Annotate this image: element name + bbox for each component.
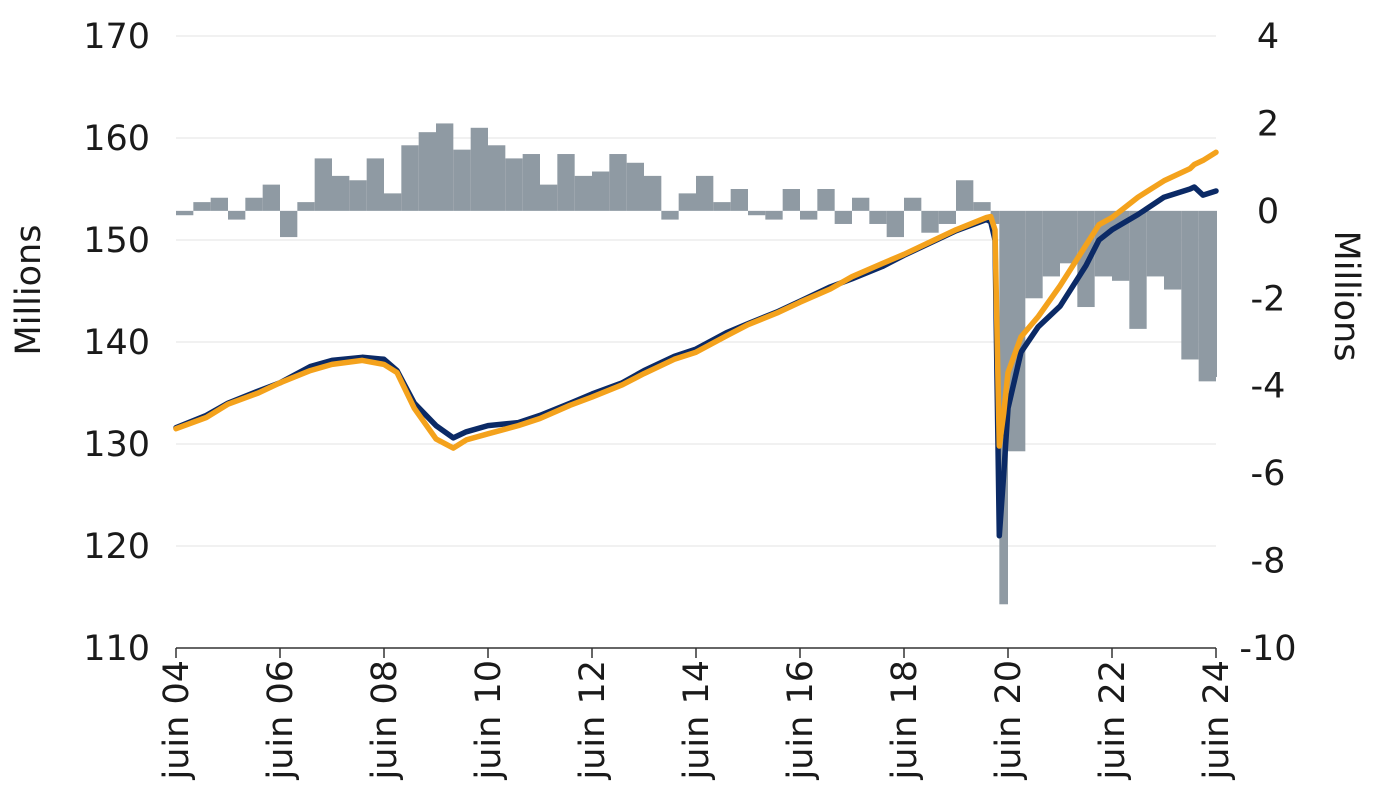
- bar: [973, 202, 991, 211]
- right-tick-label: -8: [1251, 542, 1286, 582]
- bar: [280, 210, 298, 238]
- left-tick-label: 120: [83, 527, 150, 567]
- left-tick-label: 140: [83, 323, 150, 363]
- bar: [609, 154, 627, 211]
- bar: [574, 175, 592, 211]
- x-tick-label: juin 12: [573, 660, 613, 780]
- left-tick-label: 170: [83, 17, 150, 57]
- bar: [332, 175, 350, 211]
- x-tick-label: juin 20: [989, 660, 1029, 780]
- x-tick-label: juin 04: [157, 660, 197, 780]
- bar: [938, 210, 956, 224]
- line-series: [173, 149, 1219, 539]
- bar: [1164, 210, 1182, 290]
- right-tick-label: 2: [1257, 104, 1279, 144]
- bar: [592, 171, 610, 211]
- x-axis-ticks: juin 04 juin 06 juin 08 juin 10 juin 12 juin …: [157, 648, 1237, 780]
- bar: [644, 175, 662, 211]
- bar: [384, 193, 402, 211]
- x-tick-label: juin 10: [469, 660, 509, 780]
- bar: [730, 189, 748, 211]
- bar: [834, 210, 852, 224]
- bar: [990, 210, 1000, 224]
- bar: [956, 180, 974, 211]
- bar: [401, 145, 419, 211]
- left-tick-label: 130: [83, 425, 150, 465]
- right-tick-label: -2: [1251, 279, 1286, 319]
- left-axis-ticks: 110 120 130 140 150 160 170: [83, 17, 150, 669]
- gridlines: [176, 35, 1216, 649]
- bar: [366, 158, 384, 211]
- left-tick-label: 150: [83, 221, 150, 261]
- bar: [193, 202, 211, 211]
- bar: [1042, 210, 1060, 277]
- right-tick-label: -10: [1239, 629, 1296, 669]
- bar: [540, 184, 558, 211]
- bar: [418, 132, 436, 211]
- bar: [696, 175, 714, 211]
- bar: [626, 162, 644, 211]
- bar: [210, 197, 228, 211]
- left-tick-label: 160: [83, 119, 150, 159]
- bar: [782, 189, 800, 211]
- x-tick-label: juin 06: [261, 660, 301, 780]
- series-line-orange: [173, 149, 1219, 451]
- left-tick-label: 110: [83, 629, 150, 669]
- bar: [1198, 210, 1216, 382]
- right-tick-label: 4: [1257, 17, 1279, 57]
- bar: [713, 202, 731, 211]
- bar: [470, 127, 488, 211]
- bar: [1129, 210, 1147, 329]
- bar: [349, 180, 367, 211]
- bar: [228, 210, 246, 220]
- bar: [904, 197, 922, 211]
- x-tick-label: juin 16: [781, 660, 821, 780]
- bar: [453, 149, 471, 211]
- right-tick-label: 0: [1257, 192, 1279, 232]
- right-tick-label: -6: [1251, 454, 1286, 494]
- bar: [314, 158, 332, 211]
- bar: [262, 184, 280, 211]
- bar: [522, 154, 540, 211]
- bar: [488, 145, 506, 211]
- bar: [505, 158, 523, 211]
- x-tick-label: juin 14: [677, 660, 717, 780]
- right-axis-ticks: -10 -8 -6 -4 -2 0 2 4: [1239, 17, 1296, 669]
- bar: [765, 210, 783, 220]
- bar: [557, 154, 575, 211]
- bar: [1181, 210, 1199, 360]
- bar: [869, 210, 887, 224]
- bar: [817, 189, 835, 211]
- bar: [1146, 210, 1164, 277]
- bar: [678, 193, 696, 211]
- bar: [852, 197, 870, 211]
- left-axis-title: Millions: [9, 225, 49, 356]
- bar: [436, 123, 454, 211]
- bar: [245, 197, 263, 211]
- bar: [176, 210, 194, 216]
- bar: [1025, 210, 1043, 299]
- right-tick-label: -4: [1251, 367, 1286, 407]
- right-axis-title: Millions: [1326, 231, 1366, 362]
- bar: [800, 210, 818, 220]
- bar: [921, 210, 939, 233]
- bar: [748, 210, 766, 216]
- bar: [1216, 210, 1217, 377]
- x-tick-label: juin 08: [365, 660, 405, 780]
- x-tick-label: juin 22: [1093, 660, 1133, 780]
- bar: [1060, 210, 1078, 264]
- x-tick-label: juin 18: [885, 660, 925, 780]
- bar: [661, 210, 679, 220]
- x-tick-label: juin 24: [1197, 660, 1237, 780]
- bar: [297, 202, 315, 211]
- bar: [886, 210, 904, 238]
